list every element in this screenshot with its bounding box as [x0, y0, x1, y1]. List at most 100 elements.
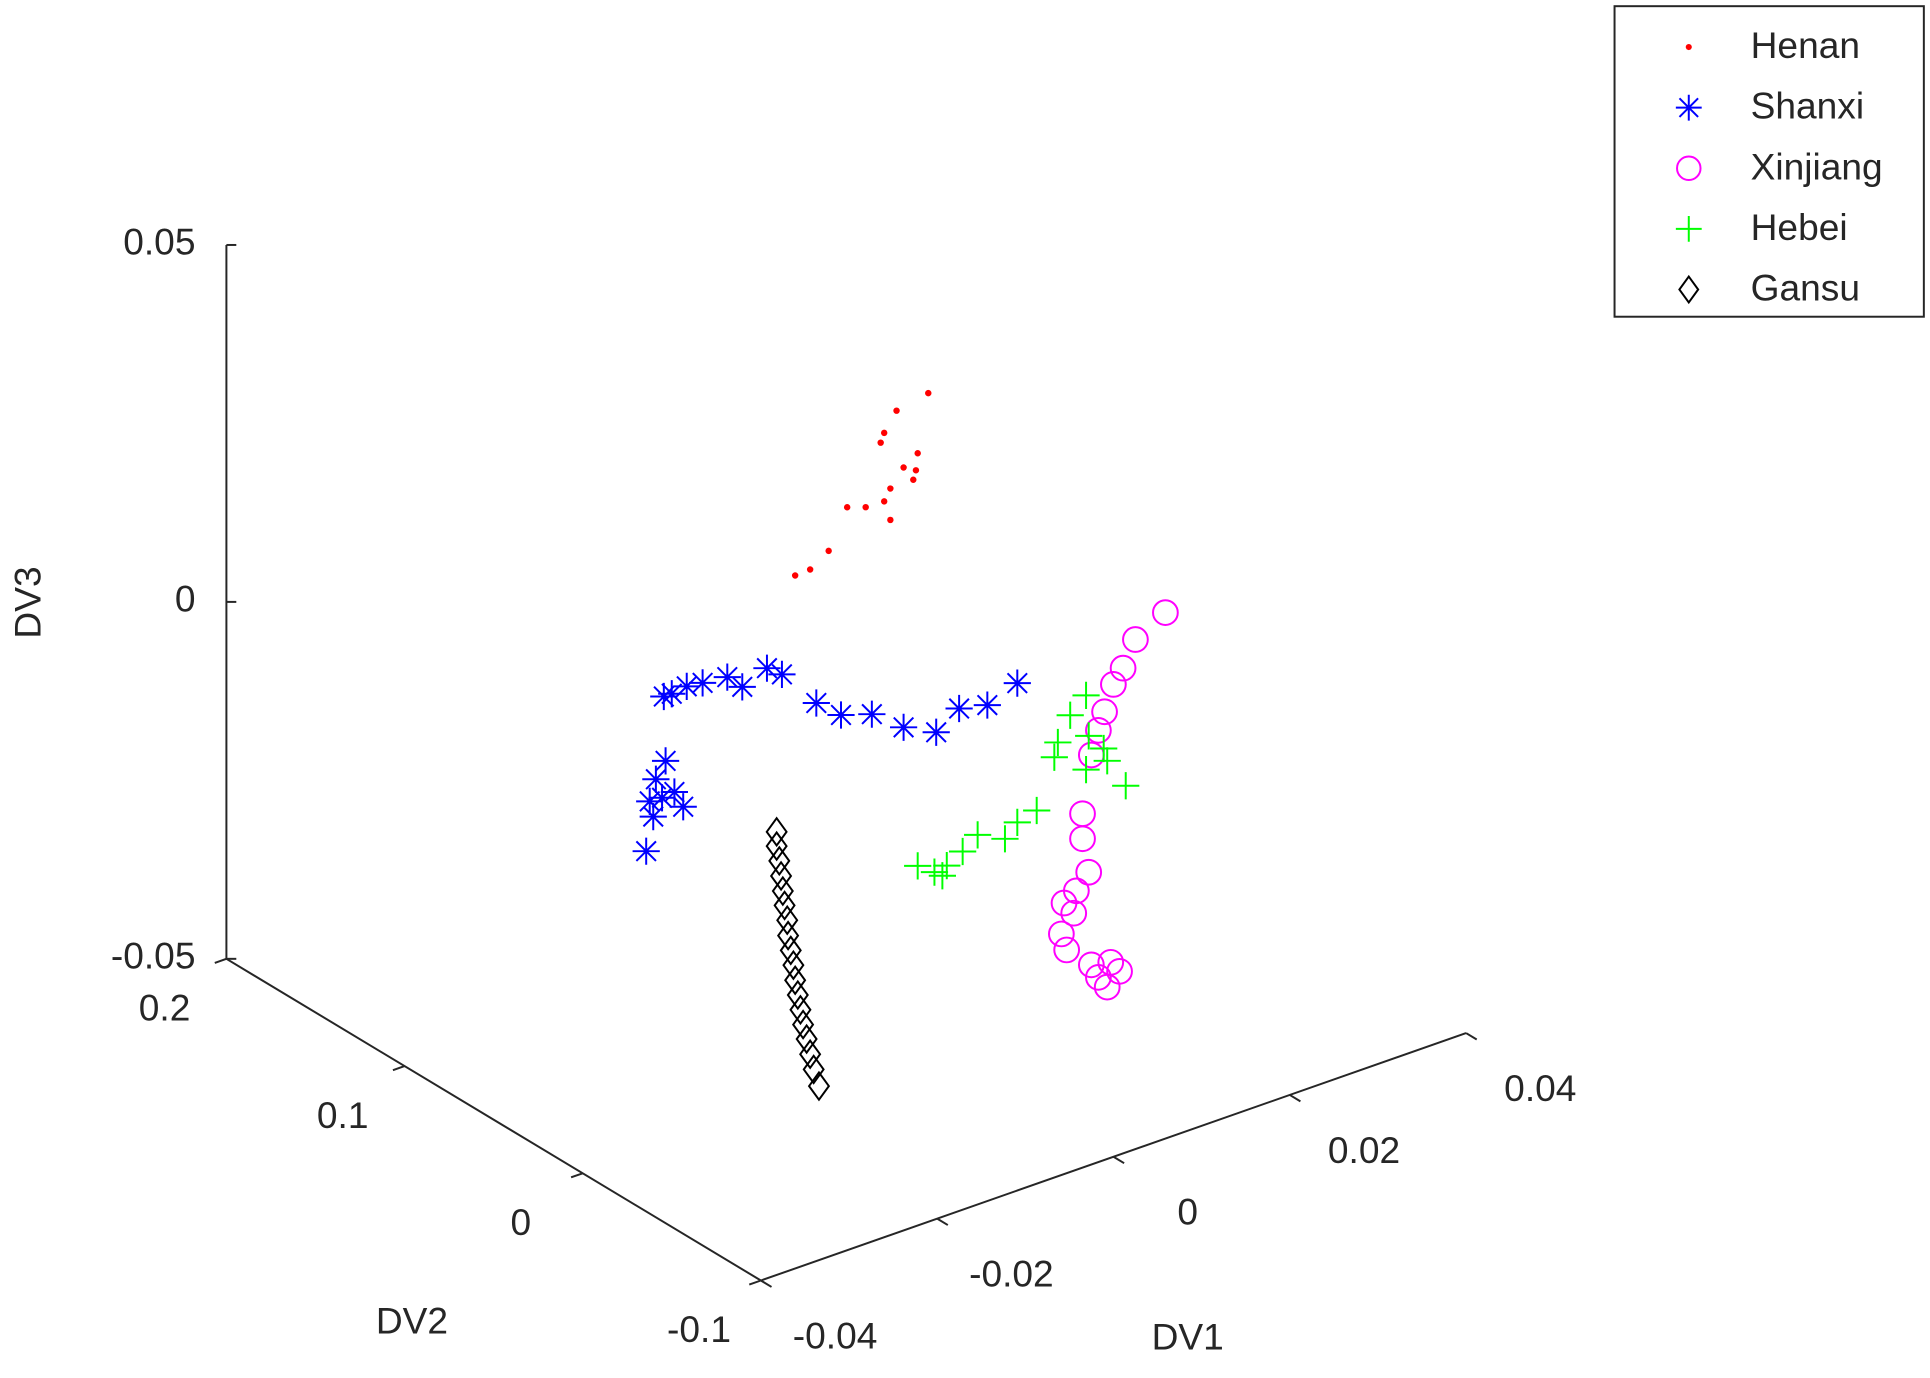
legend-label: Hebei [1751, 206, 1848, 248]
data-point [650, 682, 678, 711]
y-axis-line [225, 957, 762, 1282]
x-tick [760, 1279, 773, 1288]
data-point [769, 860, 793, 892]
data-point [1075, 858, 1103, 886]
x-tick-label: -0.02 [969, 1253, 1054, 1295]
data-point [900, 464, 907, 471]
y-tick-label: 0.2 [139, 987, 191, 1029]
data-point [802, 1054, 825, 1085]
legend [1613, 5, 1925, 318]
legend-label: Henan [1751, 24, 1860, 66]
data-point [648, 784, 676, 812]
data-point [779, 935, 802, 966]
data-point [1093, 747, 1121, 775]
data-point [728, 673, 756, 701]
data-point [1003, 669, 1031, 697]
data-point [1109, 654, 1137, 682]
data-point [669, 793, 697, 821]
data-point [673, 672, 701, 700]
data-point [914, 450, 921, 457]
legend-marker [1675, 215, 1702, 242]
x-tick-label: 0.04 [1504, 1067, 1576, 1109]
x-tick [1465, 1032, 1478, 1041]
data-point [825, 547, 832, 555]
data-point [964, 821, 992, 849]
data-point [795, 1023, 818, 1055]
data-point [773, 890, 796, 921]
data-point [784, 964, 807, 996]
z-axis-title: DV3 [7, 566, 49, 638]
z-tick-label: 0.05 [123, 221, 195, 263]
data-point [1023, 796, 1051, 825]
data-point [925, 389, 932, 397]
data-point [776, 920, 800, 951]
data-point [658, 680, 686, 708]
data-point [1072, 756, 1100, 784]
data-point [887, 485, 894, 492]
data-point [1122, 626, 1149, 653]
legend-marker [1678, 274, 1700, 305]
legend-label: Shanxi [1751, 85, 1864, 127]
data-point [807, 1070, 831, 1102]
legend-marker [1685, 43, 1692, 51]
x-tick-label: -0.04 [793, 1314, 878, 1356]
data-point [688, 669, 717, 697]
plot-area: DV1 DV2 DV3 -0.04 -0.02 0 0.02 0.04 -0.1 0 0.1 0… [7, 5, 1925, 1358]
data-point [1050, 889, 1078, 917]
data-point [1077, 741, 1105, 769]
data-point [782, 949, 805, 981]
data-point [1069, 825, 1096, 853]
data-point [786, 979, 809, 1011]
data-point [753, 654, 781, 682]
data-point [713, 663, 741, 691]
data-point [1077, 951, 1105, 979]
data-point [660, 778, 689, 806]
y-axis-title: DV2 [376, 1300, 448, 1342]
z-tick-label: 0 [175, 578, 196, 620]
x-tick [1112, 1155, 1125, 1165]
legend-label: Xinjiang [1751, 145, 1883, 187]
data-point [1100, 671, 1127, 698]
data-point [1003, 808, 1031, 836]
data-point [893, 407, 900, 414]
data-point [1072, 681, 1100, 710]
x-axis-title: DV1 [1152, 1316, 1224, 1358]
data-point [789, 994, 812, 1026]
data-point [765, 816, 788, 848]
data-point [636, 787, 664, 816]
data-point [920, 858, 949, 886]
data-point [862, 503, 869, 511]
data-point [904, 852, 932, 880]
y-tick [214, 957, 227, 964]
data-point [642, 765, 670, 793]
data-point [928, 862, 956, 890]
data-point [880, 498, 888, 505]
data-point [776, 904, 799, 936]
data-point [806, 566, 814, 573]
data-point [632, 837, 660, 865]
x-tick [936, 1217, 949, 1226]
data-point [912, 467, 920, 474]
data-point [1112, 772, 1140, 800]
y-tick [570, 1172, 584, 1179]
data-point [949, 837, 977, 866]
data-point [1060, 899, 1088, 927]
data-point [799, 1038, 822, 1070]
data-point [827, 701, 855, 729]
data-point [880, 429, 888, 437]
data-point [771, 875, 794, 907]
x-tick-label: 0 [1177, 1191, 1198, 1233]
data-point [651, 747, 680, 775]
z-tick-label: -0.05 [111, 935, 196, 977]
y-tick [392, 1065, 405, 1072]
data-point [991, 825, 1019, 853]
data-point [1044, 728, 1072, 757]
data-point [1093, 973, 1121, 1001]
data-point [858, 700, 886, 728]
x-tick-label: 0.02 [1328, 1129, 1400, 1171]
data-point [877, 439, 884, 446]
data-point [1090, 734, 1118, 763]
data-point [768, 845, 791, 877]
data-point [768, 660, 796, 688]
